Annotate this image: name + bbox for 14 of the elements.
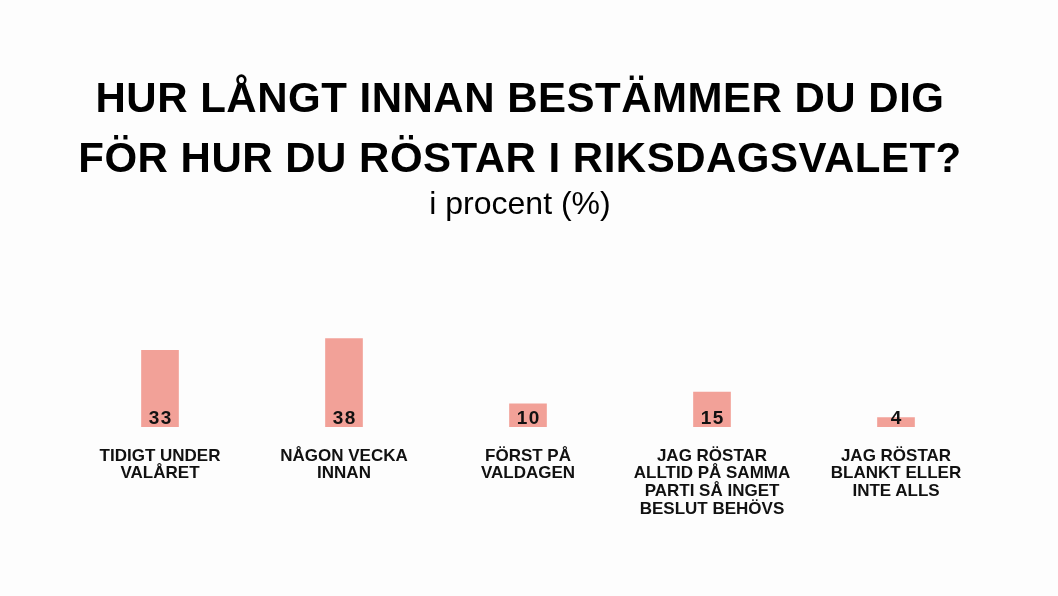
x-tick-label: NÅGON VECKA INNAN <box>280 445 408 483</box>
bar <box>141 349 179 427</box>
chart-title: HUR LÅNGT INNAN BESTÄMMER DU DIG FÖR HUR DU RÖSTAR I RIKSDAGSVALET? <box>78 74 962 181</box>
data-label: 1 5 <box>700 407 724 428</box>
data-label: 1 0 <box>516 407 540 428</box>
data-label: 3 3 <box>148 407 172 428</box>
data-label: 3 8 <box>332 407 356 428</box>
data-label: 4 <box>890 407 902 428</box>
x-tick-label: JAG RÖSTAR ALLTID PÅ SAMMA PARTI SÅ INGET BESLUT BEHÖVS <box>633 445 791 519</box>
x-tick-label: FÖRST PÅ VALDAGEN <box>480 445 576 483</box>
x-tick-label: JAG RÖSTAR BLANKT ELLER INTE ALLS <box>830 445 962 501</box>
chart-subtitle: i procent (%) <box>428 185 612 222</box>
x-tick-label: TIDIGT UNDER VALÅRET <box>99 445 221 483</box>
bar <box>325 338 363 427</box>
